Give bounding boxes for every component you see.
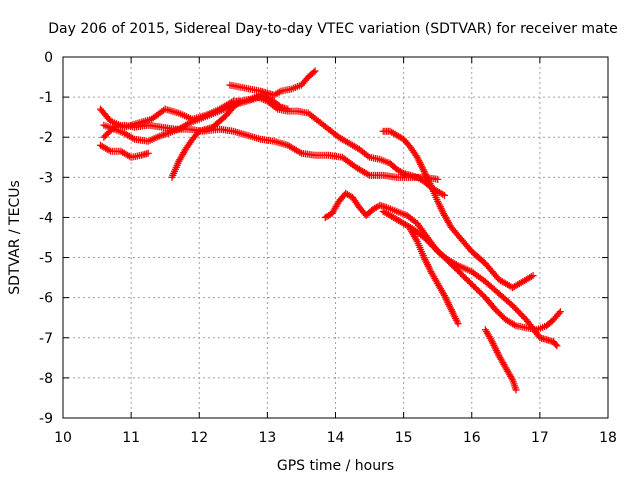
series-arc-1 xyxy=(96,141,152,161)
data-point xyxy=(441,191,448,199)
x-axis-label: GPS time / hours xyxy=(277,458,394,474)
series-arc-8 xyxy=(379,127,537,292)
y-tick-label: -3 xyxy=(39,170,53,186)
data-point xyxy=(510,303,518,311)
data-point xyxy=(311,67,319,75)
data-point xyxy=(519,313,527,321)
data-point xyxy=(144,149,152,157)
x-tick-label: 10 xyxy=(54,430,72,446)
data-point xyxy=(556,308,564,316)
y-tick-label: -2 xyxy=(39,130,53,146)
y-tick-label: -6 xyxy=(39,291,53,307)
data-point xyxy=(515,308,523,316)
data-point xyxy=(310,68,318,76)
y-axis-label: SDTVAR / TECUs xyxy=(7,180,23,295)
x-tick-label: 17 xyxy=(531,430,549,446)
chart-title: Day 206 of 2015, Sidereal Day-to-day VTE… xyxy=(48,21,618,37)
series-arc-11 xyxy=(406,225,462,328)
x-tick-label: 11 xyxy=(122,430,140,446)
data-point xyxy=(454,320,462,328)
series-arc-5 xyxy=(168,97,244,181)
x-tick-label: 14 xyxy=(327,430,345,446)
data-point xyxy=(552,340,560,348)
data-point xyxy=(434,175,442,183)
y-tick-label: -7 xyxy=(39,331,53,347)
data-point xyxy=(518,311,526,319)
series-arc-6 xyxy=(226,67,319,99)
y-tick-label: -9 xyxy=(39,411,53,427)
data-point xyxy=(109,125,117,133)
data-point xyxy=(516,309,524,317)
y-tick-label: -5 xyxy=(39,251,53,267)
data-point xyxy=(553,342,561,350)
x-tick-label: 18 xyxy=(599,430,617,446)
data-point xyxy=(236,97,244,105)
data-point xyxy=(513,306,521,314)
data-point xyxy=(512,305,520,313)
series-arc-7 xyxy=(253,93,448,199)
y-tick-label: -4 xyxy=(39,210,53,226)
series-arc-12 xyxy=(481,326,520,394)
x-tick-label: 13 xyxy=(258,430,276,446)
x-tick-label: 15 xyxy=(395,430,413,446)
data-point xyxy=(235,98,243,106)
y-tick-label: 0 xyxy=(44,50,53,66)
data-point xyxy=(512,386,520,394)
axis-ticks: 10 11 12 13 14 15 16 17 18 0 -1 -2 -3 -4 -5 -6 -7 -8 -9 xyxy=(39,50,617,446)
data-point xyxy=(555,309,563,317)
grid-lines xyxy=(63,57,608,418)
data-points-layer xyxy=(96,67,564,394)
x-tick-label: 12 xyxy=(190,430,208,446)
y-tick-label: -1 xyxy=(39,90,53,106)
x-tick-label: 16 xyxy=(463,430,481,446)
y-tick-label: -8 xyxy=(39,371,53,387)
data-point xyxy=(509,302,517,310)
data-point xyxy=(529,272,537,280)
